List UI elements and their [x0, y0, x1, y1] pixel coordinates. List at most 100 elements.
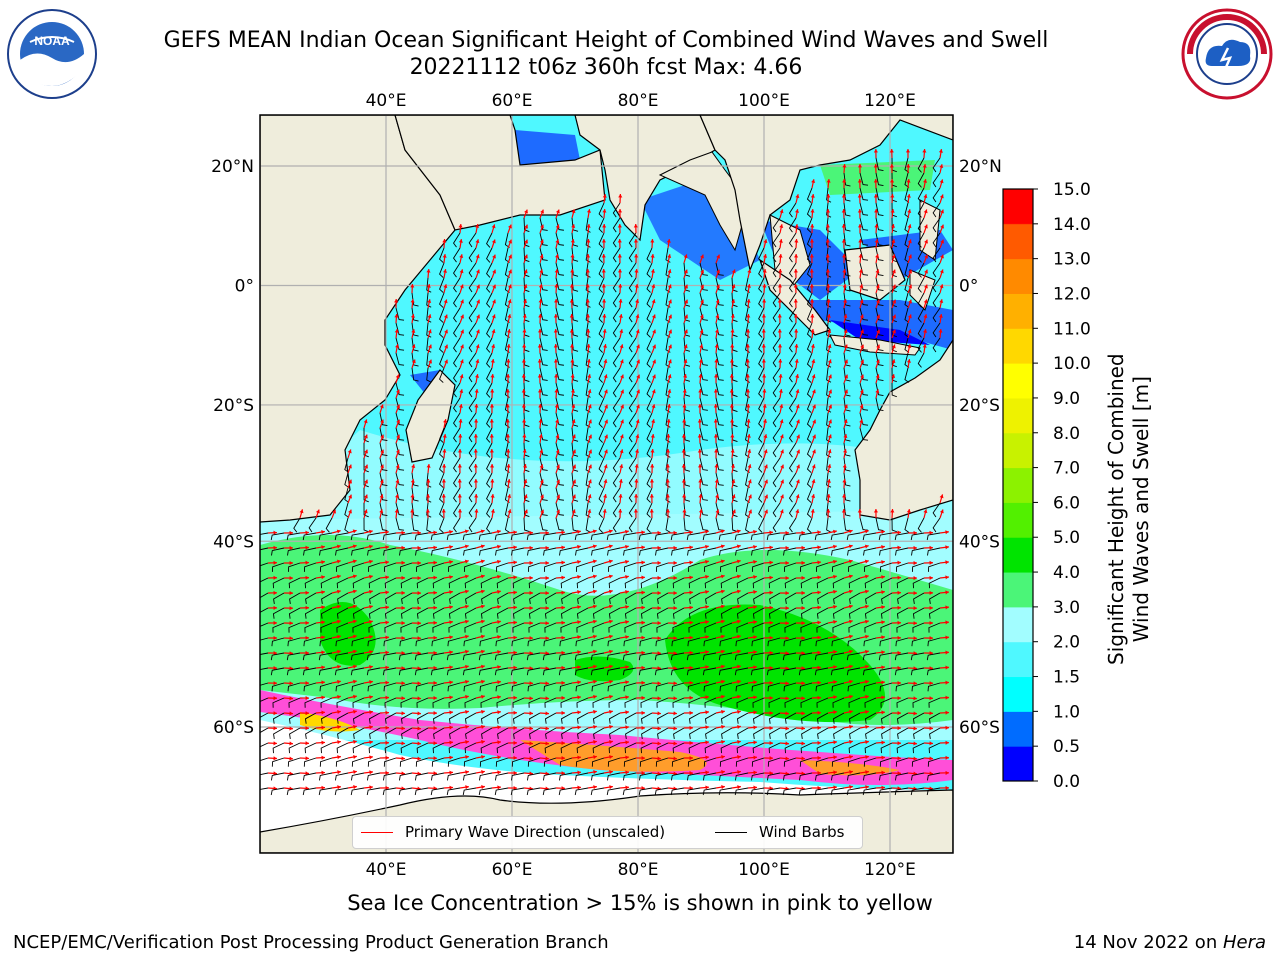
wind-barb [260, 577, 269, 583]
wave-direction-arrowhead [657, 651, 661, 656]
wind-barb [646, 367, 653, 383]
wind-barb [379, 442, 388, 457]
wave-direction-arrowhead [426, 269, 431, 273]
wave-direction-arrowhead [881, 590, 885, 595]
wave-direction-arrowhead [508, 224, 512, 229]
wave-direction-arrowhead [492, 299, 496, 304]
wind-barb [590, 652, 605, 661]
wave-direction-arrowhead [736, 634, 741, 639]
wind-barb [752, 622, 765, 633]
wind-barb [320, 607, 333, 619]
wave-direction-arrowhead [587, 494, 592, 499]
wave-direction-arrowhead [380, 449, 384, 454]
wind-barb [715, 397, 724, 411]
wind-barb [481, 727, 493, 739]
wind-barb [526, 787, 541, 796]
wind-barb [638, 787, 653, 796]
wave-direction-arrowhead [651, 419, 656, 423]
wave-direction-arrowhead [778, 374, 783, 378]
wave-direction-arrowhead [641, 695, 645, 700]
wave-direction-arrowhead [698, 374, 703, 378]
wave-direction-arrowhead [929, 756, 933, 761]
wave-direction-arrowhead [464, 559, 469, 564]
wind-barb [334, 772, 349, 781]
wave-direction-arrowhead [593, 664, 597, 669]
wave-direction-arrowhead [923, 224, 928, 229]
wind-barb [560, 622, 573, 633]
wind-barb [932, 202, 941, 218]
wave-direction-arrowhead [705, 695, 709, 700]
wave-direction-arrowhead [826, 284, 831, 288]
wave-direction-arrowhead [385, 785, 389, 791]
wave-direction-arrowhead [801, 696, 805, 701]
wave-direction-arrowhead [668, 329, 672, 334]
wave-direction-arrowhead [779, 209, 784, 214]
wind-barb [400, 697, 413, 708]
wave-direction-arrowhead [305, 635, 309, 641]
wind-barb [875, 277, 884, 291]
wind-barb [736, 697, 749, 708]
wave-direction-arrowhead [833, 665, 837, 670]
wave-direction-arrowhead [721, 709, 725, 714]
wind-barb [590, 787, 605, 796]
wind-barb [417, 727, 429, 739]
wind-barb [731, 382, 738, 397]
wave-height-4-5m-west [320, 602, 376, 666]
wave-direction-arrowhead [929, 605, 933, 611]
wave-direction-arrowhead [588, 464, 592, 469]
wave-direction-arrowhead [848, 664, 853, 669]
wind-barb [806, 217, 813, 233]
wave-direction-arrowhead [522, 314, 527, 318]
wave-direction-arrowhead [891, 344, 896, 349]
wave-direction-arrowhead [857, 164, 863, 168]
wave-direction-arrowhead [571, 434, 576, 439]
wave-direction-arrowhead [625, 755, 629, 760]
wave-direction-arrowhead [865, 649, 869, 654]
wave-direction-arrowhead [698, 494, 703, 498]
wind-barb [932, 517, 941, 533]
wind-barb [598, 397, 605, 413]
wave-direction-arrowhead [795, 374, 800, 378]
colorbar-tick-label: 1.0 [1053, 702, 1080, 722]
wave-direction-arrowhead [507, 494, 512, 498]
wind-barb [758, 472, 765, 488]
wind-barb [335, 637, 349, 647]
wave-direction-arrowhead [608, 559, 613, 564]
wind-barb [654, 787, 669, 796]
wave-direction-arrowhead [385, 725, 389, 730]
wave-direction-arrowhead [577, 605, 581, 610]
wave-direction-arrowhead [620, 404, 624, 409]
wave-direction-arrowhead [608, 589, 613, 594]
wave-direction-arrowhead [699, 314, 704, 319]
wind-barb [689, 727, 701, 739]
wind-barb [731, 352, 738, 367]
wave-direction-arrowhead [427, 329, 432, 334]
wave-direction-arrowhead [897, 650, 901, 655]
wave-direction-arrowhead [506, 329, 511, 333]
wave-direction-arrowhead [657, 696, 661, 701]
wind-barb [416, 697, 429, 708]
wave-direction-arrowhead [641, 575, 645, 580]
wave-direction-arrowhead [705, 620, 709, 625]
footer-machine: Hera [1222, 932, 1266, 953]
wind-barb [772, 247, 781, 263]
wave-direction-arrowhead [945, 635, 949, 640]
wind-barb [788, 307, 797, 323]
wave-direction-arrowhead [506, 464, 511, 468]
wind-barb [880, 742, 893, 754]
wind-barb [576, 577, 589, 589]
wave-direction-arrowhead [906, 179, 911, 183]
wind-barb [512, 622, 525, 633]
wave-direction-arrowhead [698, 479, 703, 483]
wave-direction-arrowhead [369, 770, 373, 775]
wave-direction-arrowhead [497, 589, 501, 594]
wave-direction-arrowhead [636, 359, 640, 364]
wind-barb [318, 532, 333, 541]
wave-direction-arrowhead [763, 254, 768, 258]
wind-barb [468, 382, 477, 398]
wave-direction-arrowhead [897, 590, 901, 595]
wind-barb [527, 562, 541, 572]
wind-barb [439, 292, 445, 308]
wind-barb [288, 742, 301, 754]
wind-barb [622, 532, 637, 541]
